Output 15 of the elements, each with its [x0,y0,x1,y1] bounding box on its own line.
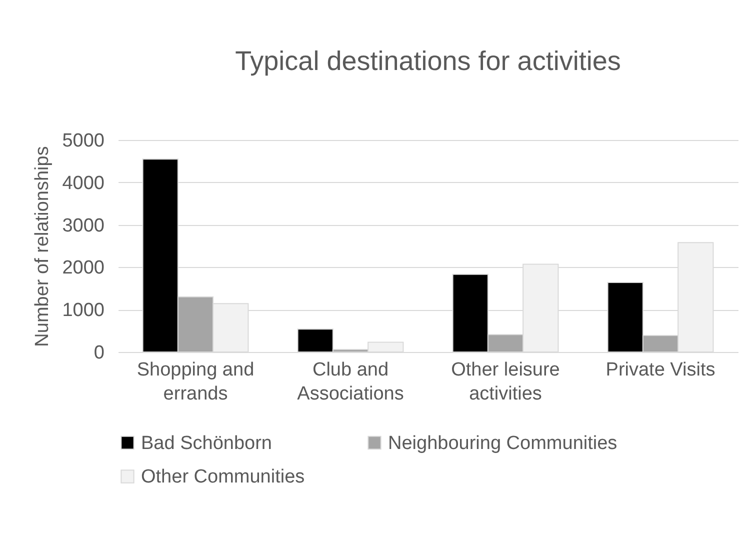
y-tick-label: 4000 [62,172,104,194]
y-axis-title: Number of relationships [32,146,54,347]
x-tick-label: Other leisure activities [451,360,560,404]
legend-label: Other Communities [141,466,305,488]
y-tick-label: 0 [94,342,104,364]
chart-title: Typical destinations for activities [235,46,621,76]
legend-label: Bad Schönborn [141,432,272,454]
x-tick-label: Private Visits [606,360,716,380]
y-tick-label: 1000 [62,300,104,322]
x-tick-label: Club and Associations [297,360,404,404]
y-tick-label: 5000 [62,130,104,152]
legend-label: Neighbouring Communities [388,432,618,454]
y-tick-label: 3000 [62,215,104,236]
x-tick-label: Shopping and errands [136,360,254,404]
y-tick-label: 2000 [62,258,104,279]
